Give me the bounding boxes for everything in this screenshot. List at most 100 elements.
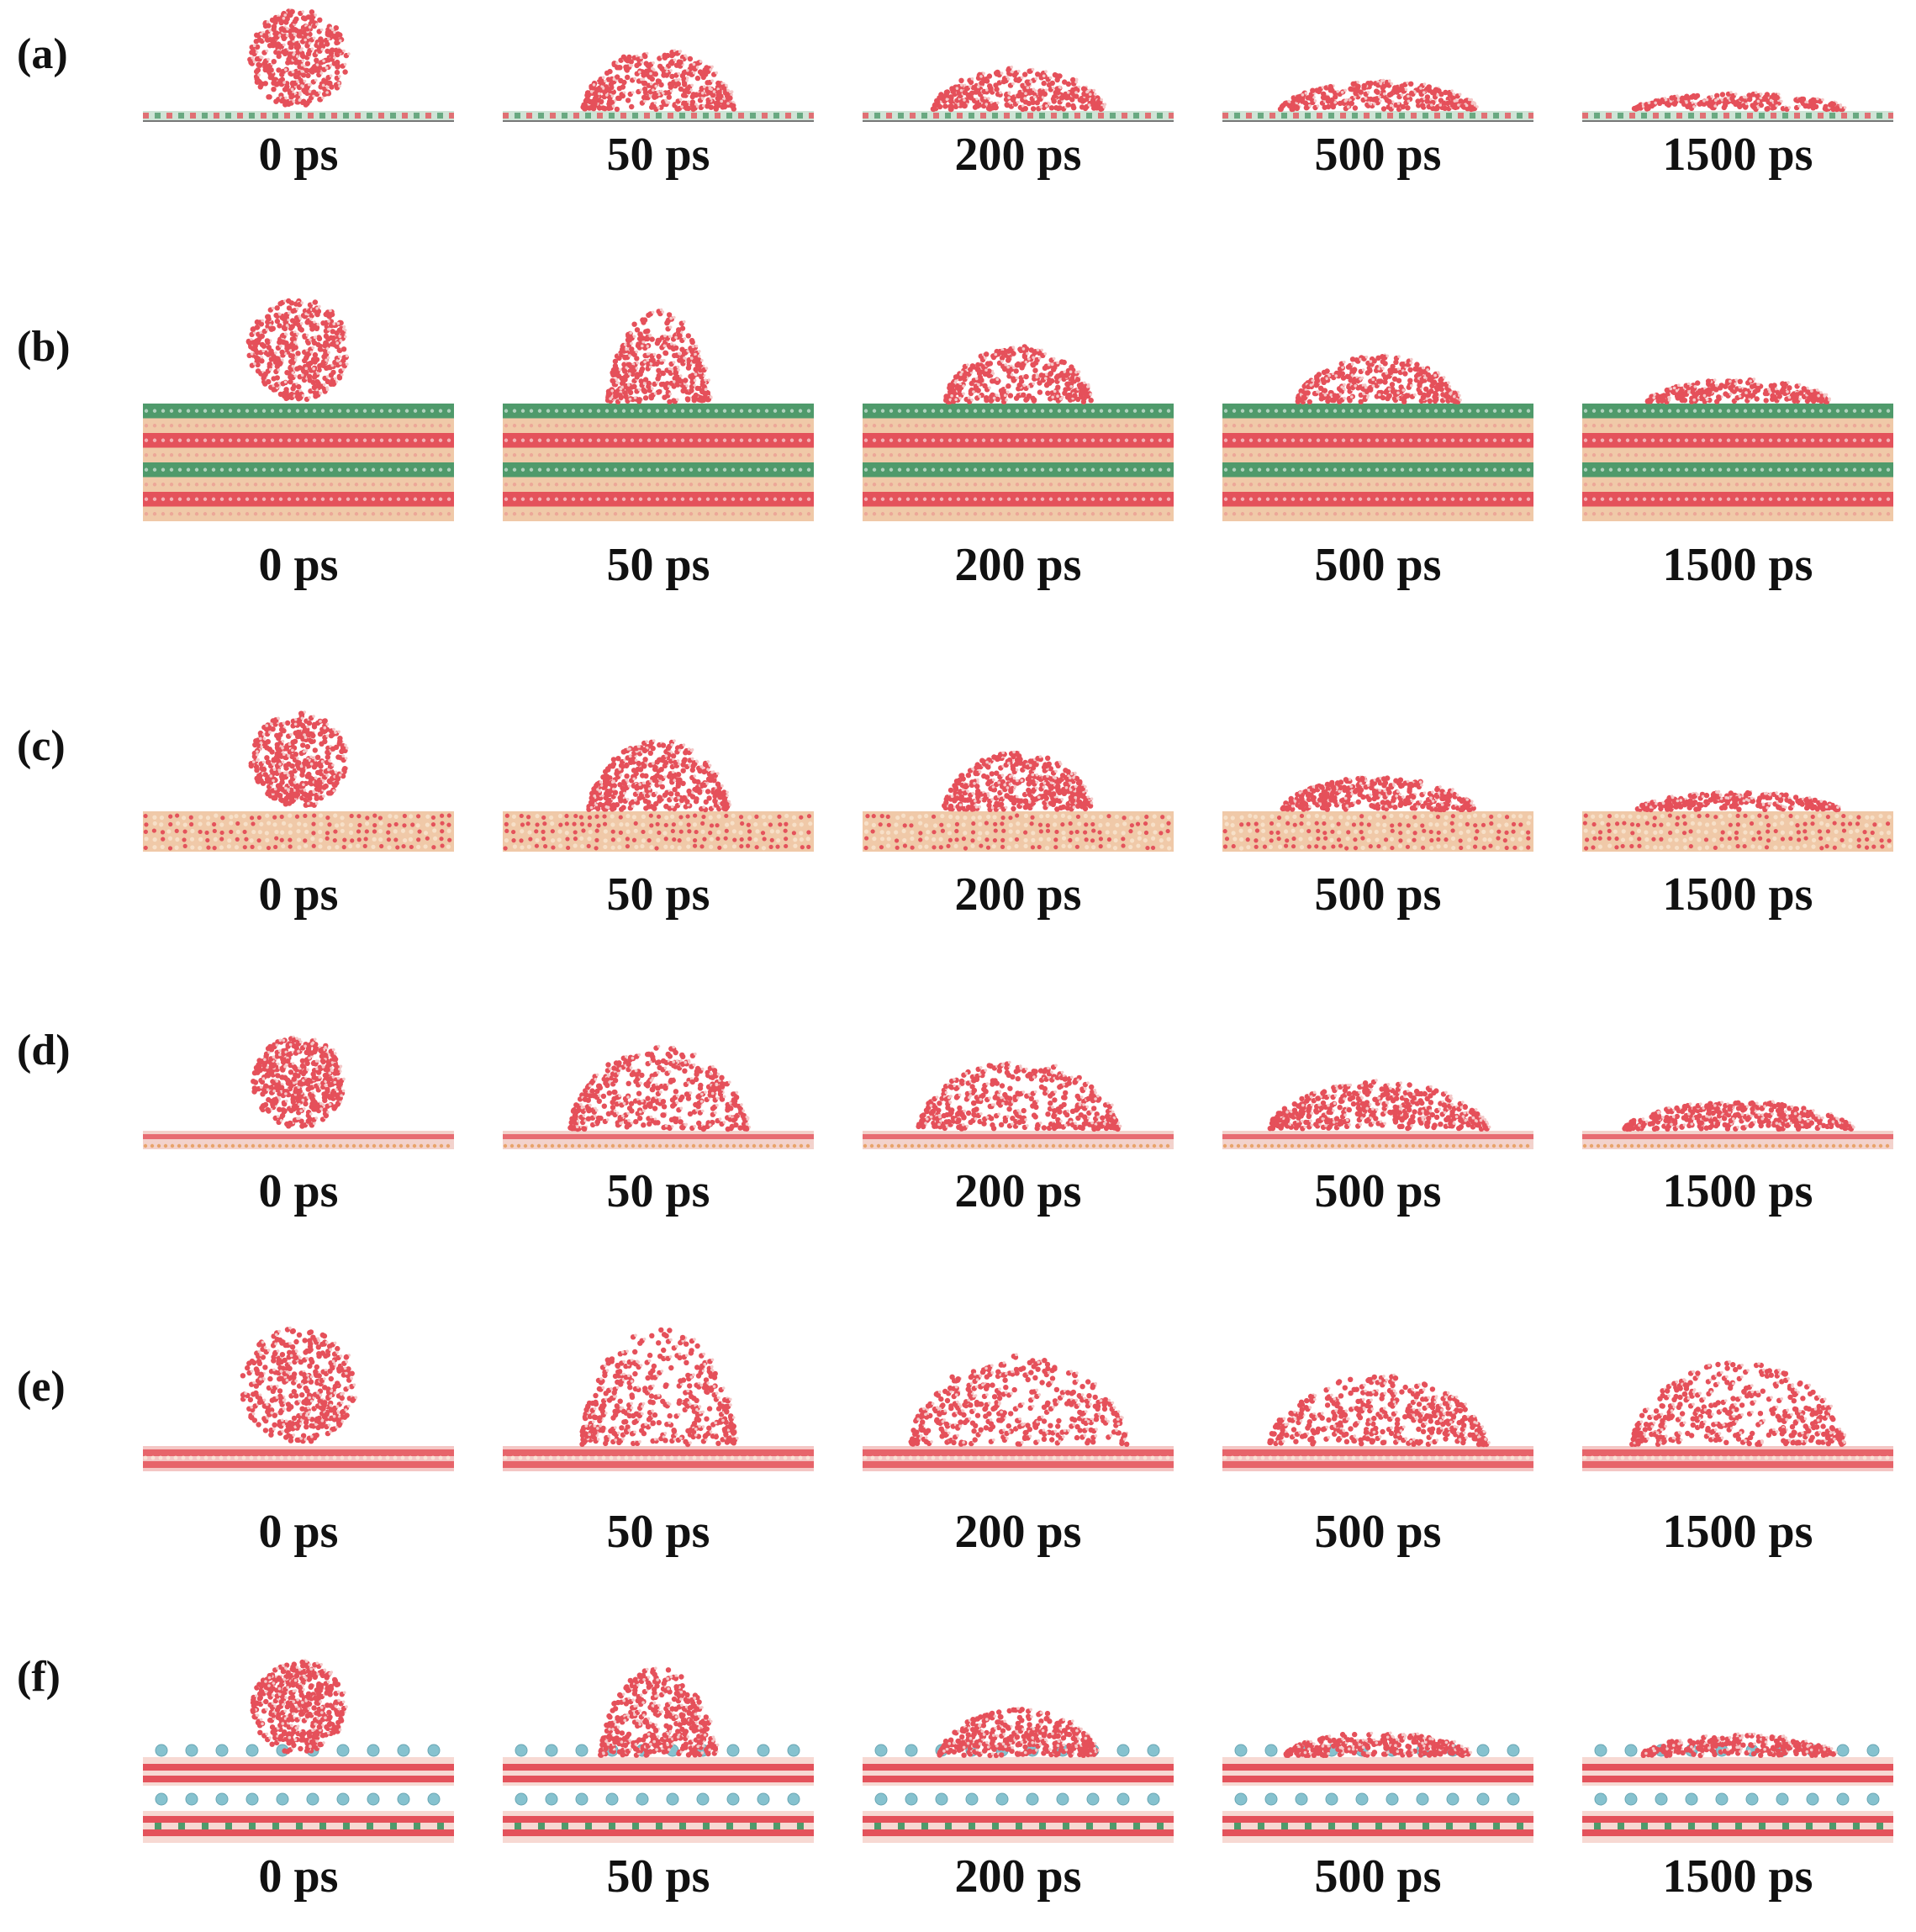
time-label: 1500 ps — [1662, 539, 1813, 591]
substrate — [143, 1446, 454, 1471]
water-droplet — [1295, 353, 1462, 405]
substrate — [503, 404, 814, 521]
panel-label: (c) — [17, 722, 66, 770]
time-label: 50 ps — [606, 1850, 710, 1903]
panel-label: (e) — [17, 1363, 66, 1411]
snapshot-f-2 — [863, 1707, 1174, 1843]
substrate — [863, 1446, 1174, 1471]
water-droplet — [1629, 1359, 1847, 1448]
time-label: 1500 ps — [1662, 868, 1813, 921]
time-label: 0 ps — [258, 1850, 339, 1903]
water-droplet — [930, 66, 1107, 113]
water-droplet — [1644, 377, 1831, 405]
snapshot-d-0 — [143, 1035, 454, 1149]
water-droplet — [1640, 1732, 1838, 1759]
substrate — [1582, 811, 1893, 852]
substrate — [143, 811, 454, 852]
snapshot-c-1 — [503, 739, 814, 852]
time-label: 50 ps — [606, 1165, 710, 1217]
snapshot-f-0 — [143, 1659, 454, 1843]
water-droplet — [250, 1659, 348, 1755]
substrate — [1222, 1446, 1533, 1471]
time-label: 1500 ps — [1662, 129, 1813, 181]
snapshot-c-4 — [1582, 789, 1893, 852]
snapshot-b-1 — [503, 308, 814, 521]
panel-label: (b) — [17, 323, 71, 371]
time-label: 500 ps — [1314, 1165, 1442, 1217]
substrate — [1222, 404, 1533, 521]
water-droplet — [1634, 789, 1841, 813]
water-droplet — [916, 1060, 1122, 1132]
time-label: 1500 ps — [1662, 1850, 1813, 1903]
time-label: 0 ps — [258, 1165, 339, 1217]
substrate — [1582, 111, 1893, 122]
substrate — [863, 1744, 1174, 1843]
water-droplet — [1277, 78, 1479, 113]
water-droplet — [1267, 1373, 1491, 1448]
snapshot-e-3 — [1222, 1373, 1533, 1471]
substrate — [1222, 1131, 1533, 1149]
water-droplet — [908, 1353, 1130, 1447]
time-label: 500 ps — [1314, 1850, 1442, 1903]
time-label: 500 ps — [1314, 868, 1442, 921]
snapshot-a-4 — [1582, 91, 1893, 122]
snapshot-d-2 — [863, 1060, 1174, 1149]
substrate — [863, 111, 1174, 122]
time-label: 500 ps — [1314, 539, 1442, 591]
time-label: 200 ps — [954, 1165, 1082, 1217]
water-droplet — [580, 49, 736, 113]
substrate — [503, 1744, 814, 1843]
time-label: 500 ps — [1314, 1506, 1442, 1558]
water-droplet — [943, 344, 1094, 405]
snapshot-d-3 — [1222, 1079, 1533, 1149]
snapshot-f-3 — [1222, 1731, 1533, 1843]
water-droplet — [598, 1666, 720, 1758]
substrate — [503, 1446, 814, 1471]
snapshot-a-1 — [503, 49, 814, 122]
water-droplet — [1631, 91, 1847, 113]
snapshot-c-3 — [1222, 775, 1533, 852]
substrate — [1582, 1446, 1893, 1471]
snapshot-a-2 — [863, 66, 1174, 122]
time-label: 200 ps — [954, 1506, 1082, 1558]
water-droplet — [1267, 1079, 1491, 1132]
water-droplet — [937, 1707, 1100, 1759]
panel-label: (d) — [17, 1027, 71, 1074]
substrate — [863, 811, 1174, 852]
substrate — [143, 404, 454, 521]
time-label: 50 ps — [606, 129, 710, 181]
time-label: 0 ps — [258, 539, 339, 591]
panel-label: (f) — [17, 1653, 61, 1701]
substrate — [503, 1131, 814, 1149]
water-droplet — [586, 739, 731, 813]
substrate — [1582, 1131, 1893, 1149]
panel-label: (a) — [17, 30, 68, 78]
substrate — [503, 811, 814, 852]
substrate — [143, 1131, 454, 1149]
time-label: 50 ps — [606, 539, 710, 591]
snapshot-e-0 — [143, 1326, 454, 1471]
snapshot-a-3 — [1222, 78, 1533, 122]
substrate — [1222, 1744, 1533, 1843]
snapshot-e-1 — [503, 1327, 814, 1471]
time-label: 200 ps — [954, 868, 1082, 921]
water-droplet — [251, 1035, 346, 1129]
snapshot-c-0 — [143, 710, 454, 852]
snapshot-f-4 — [1582, 1732, 1893, 1843]
snapshot-b-3 — [1222, 353, 1533, 521]
substrate — [863, 404, 1174, 521]
water-droplet — [248, 710, 349, 808]
water-droplet — [942, 750, 1094, 812]
water-droplet — [604, 308, 713, 405]
time-label: 50 ps — [606, 1506, 710, 1558]
water-droplet — [579, 1327, 739, 1448]
time-label: 0 ps — [258, 868, 339, 921]
water-droplet — [245, 298, 349, 403]
snapshot-f-1 — [503, 1666, 814, 1843]
water-droplet — [1622, 1100, 1855, 1132]
water-droplet — [1280, 775, 1476, 813]
substrate — [863, 1131, 1174, 1149]
substrate — [1582, 404, 1893, 521]
time-label: 50 ps — [606, 868, 710, 921]
